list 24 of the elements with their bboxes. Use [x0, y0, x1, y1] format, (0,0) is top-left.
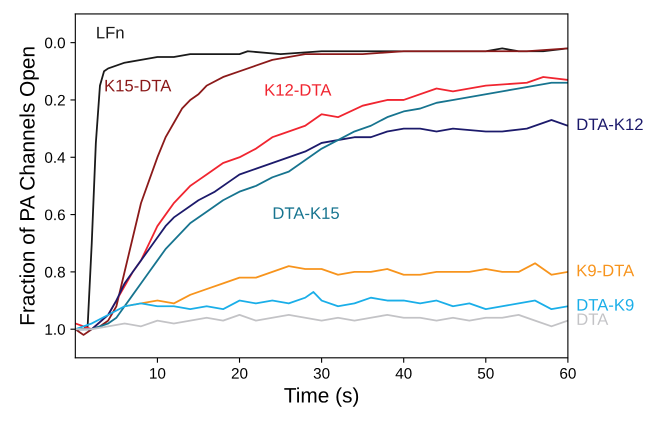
x-tick-label: 30	[314, 368, 330, 379]
series-label: K9-DTA	[578, 264, 634, 276]
series-label: K12-DTA	[266, 84, 332, 96]
x-tick-label: 50	[478, 368, 494, 379]
x-tick-label: 20	[232, 368, 248, 379]
y-tick-label: 0.2	[44, 94, 65, 106]
series-label: DTA-K12	[578, 118, 643, 130]
y-tick-label: 1.0	[46, 324, 66, 335]
x-tick-label: 10	[150, 368, 166, 379]
y-axis-title: Fraction of PA Channels Open	[19, 47, 39, 324]
series-label: DTA	[578, 313, 608, 325]
x-tick-label: 60	[560, 368, 576, 379]
series-label: LFn	[97, 26, 124, 38]
y-tick-label: 0.0	[44, 38, 66, 48]
series-label: K15-DTA	[105, 80, 172, 92]
series-label: DTA-K9	[578, 298, 634, 311]
x-axis-title: Time (s)	[284, 387, 358, 407]
y-tick-label: 0.4	[44, 152, 66, 163]
line-series	[75, 291, 568, 330]
x-tick-label: 40	[396, 368, 412, 379]
y-tick-label: 0.8	[44, 266, 65, 278]
series-label: DTA-K15	[274, 207, 339, 220]
line-series	[75, 314, 568, 330]
y-tick-label: 0.6	[44, 209, 65, 220]
